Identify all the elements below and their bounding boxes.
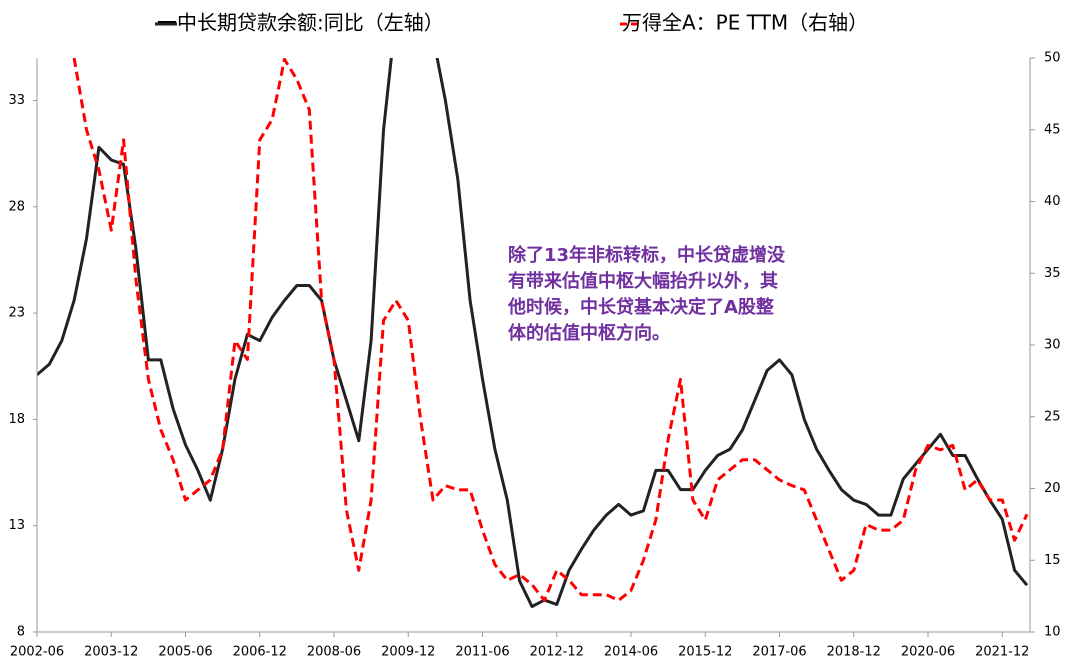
annotation: 他时候，中长贷基本决定了A股整 [507, 296, 774, 318]
y2-tick-label: 15 [1044, 553, 1061, 568]
y-tick-label: 8 [17, 625, 25, 640]
x-tick-label: 2017-06 [752, 645, 806, 660]
y2-tick-label: 45 [1044, 122, 1061, 137]
y-tick-label: 28 [8, 199, 25, 214]
legend-text: 万得全A：PE TTM（右轴） [622, 11, 868, 35]
x-tick-label: 2021-12 [975, 645, 1029, 660]
y2-tick-label: 50 [1044, 51, 1061, 66]
x-tick-label: 2015-12 [678, 645, 732, 660]
x-tick-label: 2012-12 [530, 645, 584, 660]
x-tick-label: 2002-06 [10, 645, 64, 660]
x-tick-label: 2006-12 [233, 645, 287, 660]
x-tick-label: 2009-12 [381, 645, 435, 660]
x-tick-label: 2003-12 [84, 645, 138, 660]
y-tick-label: 23 [8, 306, 25, 321]
annotation: 有带来估值中枢大幅抬升以外，其 [508, 270, 778, 292]
annotation: 除了13年非标转标，中长贷虚增没 [508, 244, 786, 266]
x-tick-label: 2020-06 [901, 645, 955, 660]
series-line [37, 58, 1029, 608]
y2-tick-label: 30 [1044, 338, 1061, 353]
x-tick-label: 2008-06 [307, 645, 361, 660]
y-tick-label: 18 [8, 412, 25, 427]
x-tick-label: 2014-06 [604, 645, 658, 660]
series-line [72, 58, 1029, 602]
x-tick-label: 2005-06 [158, 645, 212, 660]
legend-text: 一中长期贷款余额:同比（左轴） [157, 11, 444, 35]
plot-area [37, 58, 1029, 608]
y2-tick-label: 10 [1044, 625, 1061, 640]
x-tick-label: 2011-06 [455, 645, 509, 660]
y2-tick-label: 20 [1044, 481, 1061, 496]
y-tick-label: 33 [8, 93, 25, 108]
y2-tick-label: 25 [1044, 409, 1061, 424]
x-tick-label: 2018-12 [827, 645, 881, 660]
annotation: 体的估值中枢方向。 [508, 322, 670, 344]
y-tick-label: 13 [8, 518, 25, 533]
y2-tick-label: 40 [1044, 194, 1061, 209]
y2-tick-label: 35 [1044, 266, 1061, 281]
